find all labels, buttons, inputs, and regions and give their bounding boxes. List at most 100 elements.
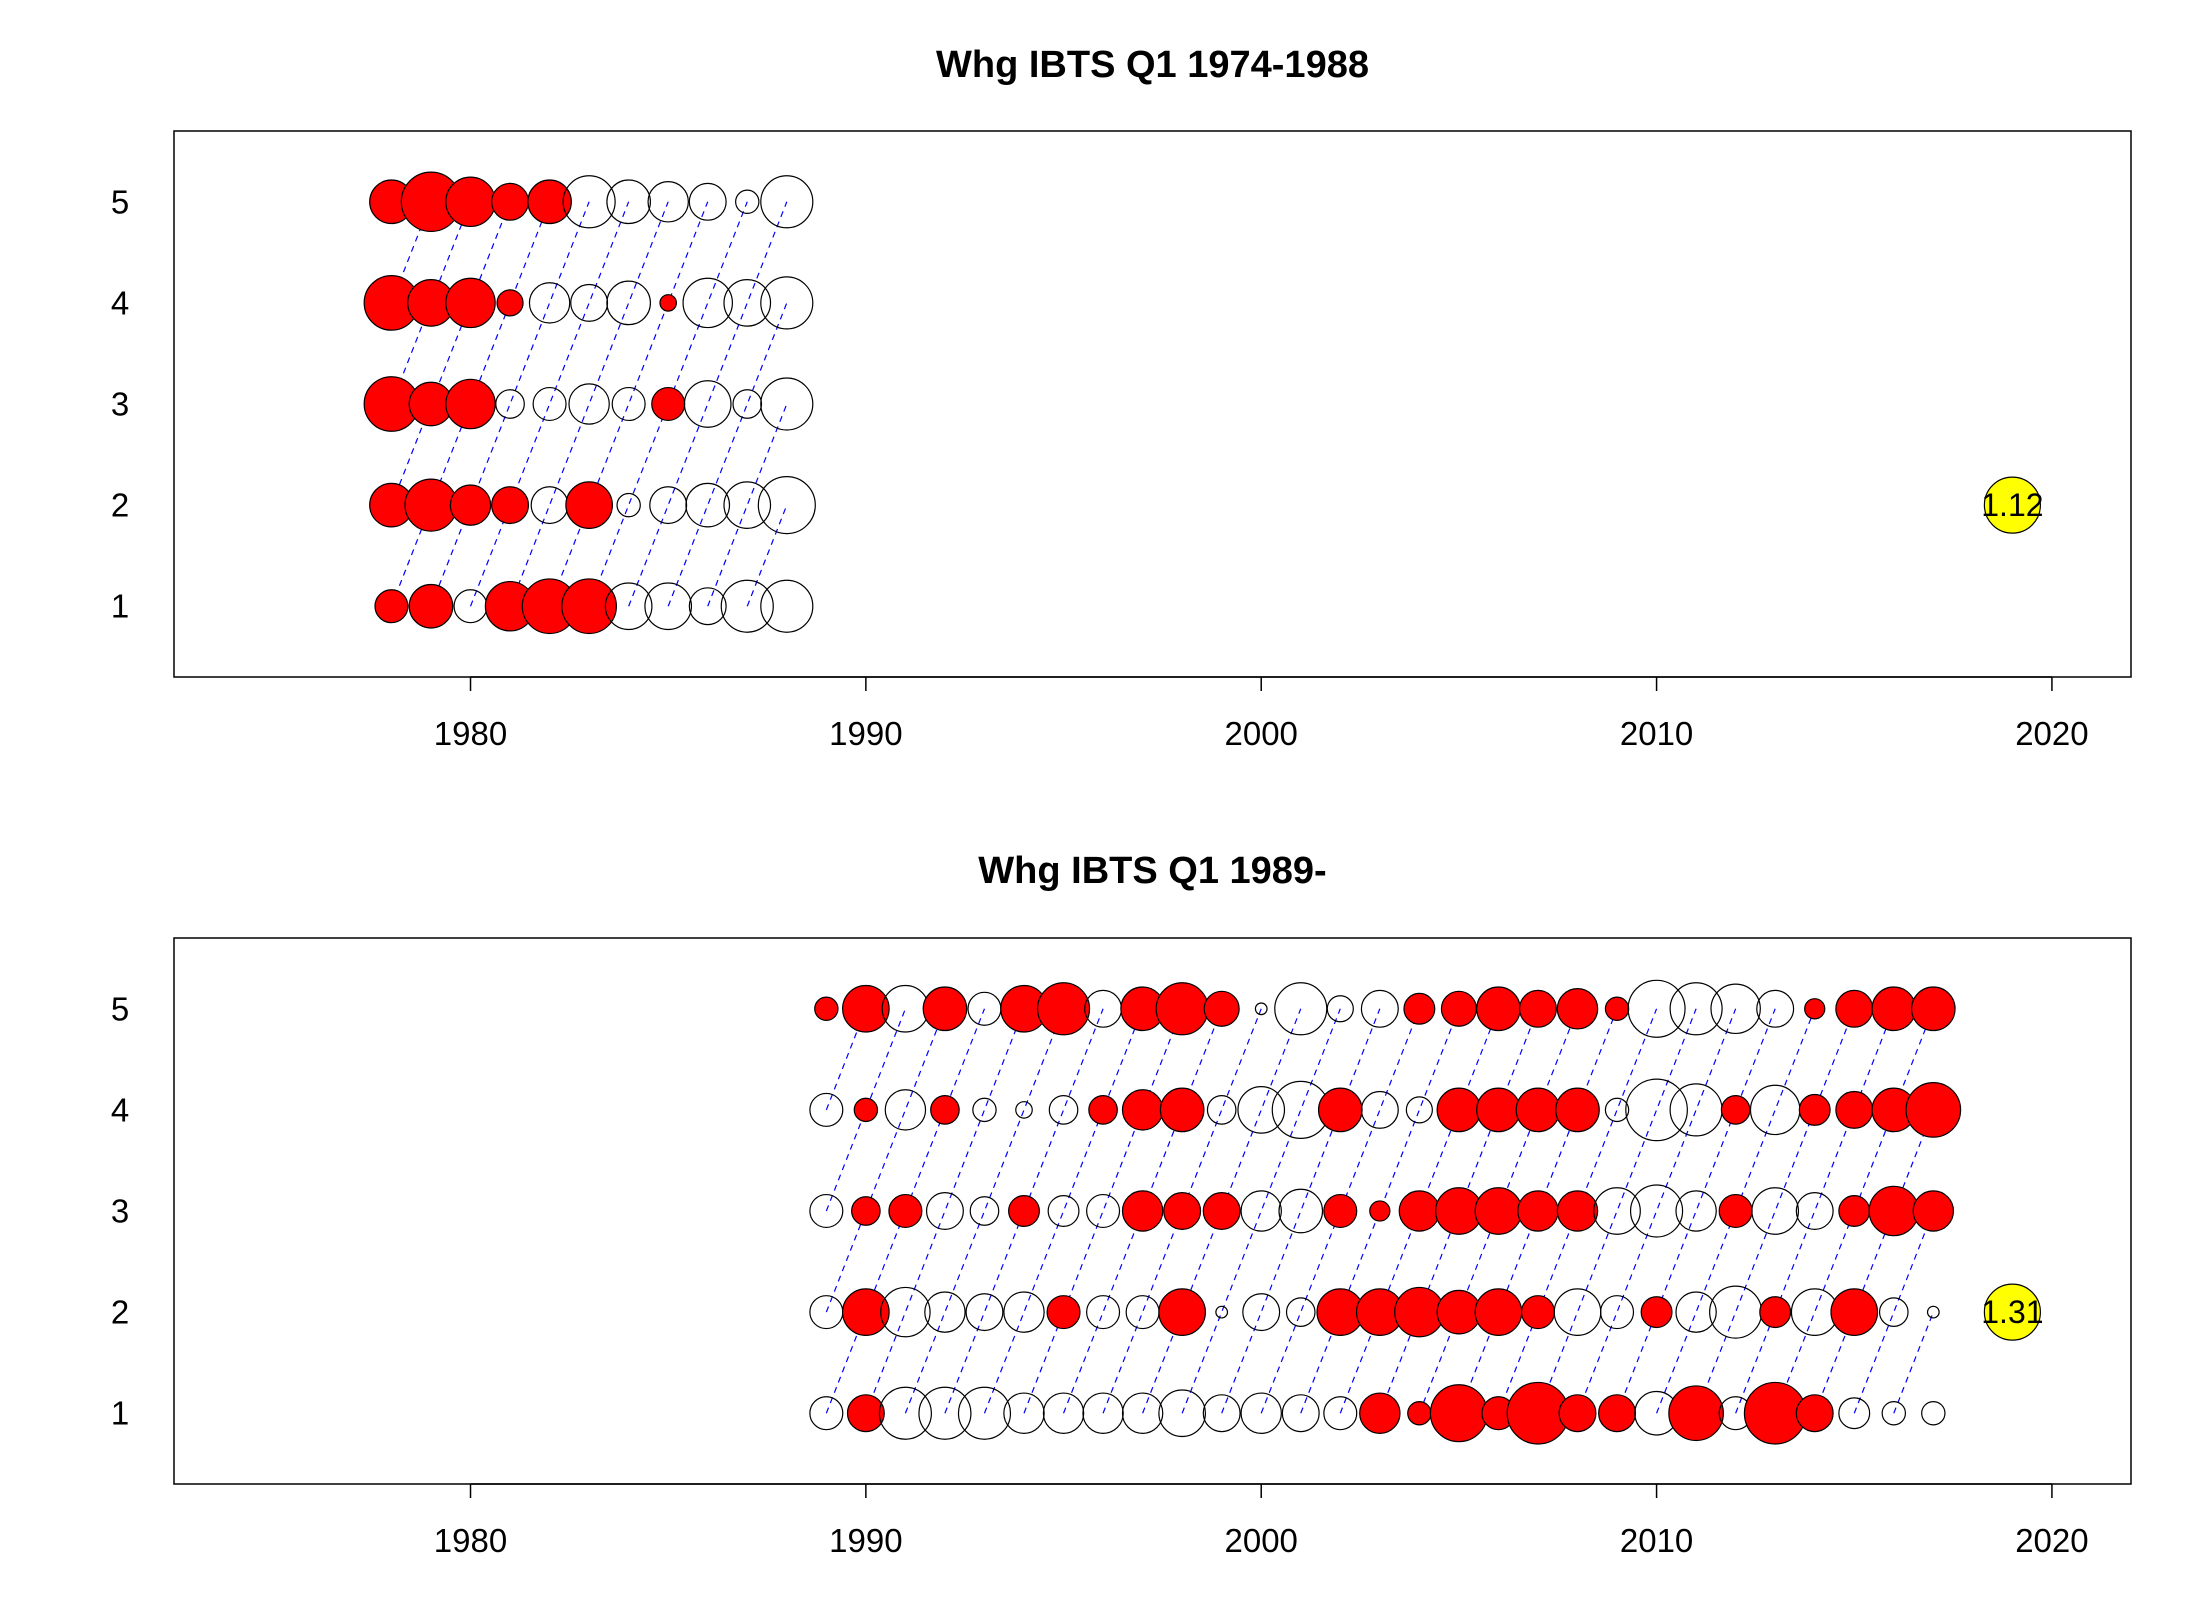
bubble-negative xyxy=(1240,1190,1282,1232)
cohort-line xyxy=(1853,1210,1934,1414)
bubble-negative xyxy=(965,1293,1004,1332)
bubble-negative xyxy=(924,1291,966,1333)
bubble-negative xyxy=(1003,1291,1045,1333)
highlight-bubble xyxy=(1983,1283,2041,1341)
bubble-negative xyxy=(604,582,653,631)
chart-title: Whg IBTS Q1 1989- xyxy=(978,850,1326,892)
bubble-positive xyxy=(846,1394,885,1433)
bubble-negative xyxy=(925,1192,964,1230)
bubble-negative xyxy=(723,279,772,327)
bubble-positive xyxy=(445,277,496,329)
bubble-positive xyxy=(1088,1095,1118,1125)
bubble-positive xyxy=(404,478,458,532)
bubble-negative xyxy=(760,276,814,330)
bubble-negative xyxy=(1756,989,1795,1028)
bubble-negative xyxy=(647,181,689,223)
bubble-negative xyxy=(1675,1291,1717,1333)
bubble-negative xyxy=(682,277,733,329)
bubble-positive xyxy=(1556,988,1599,1030)
bubble-positive xyxy=(1912,1190,1955,1232)
bubble-negative xyxy=(1086,1193,1121,1229)
bubble-positive xyxy=(1202,1192,1241,1230)
x-tick-label: 1990 xyxy=(829,1522,902,1559)
bubble-negative xyxy=(1553,1288,1602,1336)
bubble-negative xyxy=(809,1092,844,1127)
bubble-positive xyxy=(1604,996,1630,1022)
bubble-negative xyxy=(878,1386,933,1440)
bubble-negative xyxy=(1710,983,1761,1035)
y-tick-label: 4 xyxy=(111,1091,129,1128)
bubble-positive xyxy=(1798,1093,1831,1126)
y-tick-label: 5 xyxy=(111,990,129,1027)
cohort-line xyxy=(746,504,788,607)
bubble-positive xyxy=(1668,1385,1724,1442)
bubble-negative xyxy=(1593,1187,1641,1235)
bubble-negative xyxy=(1158,1389,1207,1438)
bubble-positive xyxy=(1910,986,1956,1032)
bubble-negative xyxy=(1215,1305,1229,1319)
bubble-negative xyxy=(530,486,569,525)
bubble-positive xyxy=(1317,1087,1363,1133)
x-tick-label: 2000 xyxy=(1225,1522,1298,1559)
y-tick-label: 5 xyxy=(111,183,129,220)
bubble-negative xyxy=(1795,1192,1834,1230)
bubble-positive xyxy=(1323,1193,1358,1229)
bubble-negative xyxy=(809,1193,844,1229)
bubble-positive xyxy=(888,1193,923,1229)
highlight-value-label: 1.12 xyxy=(1981,487,2043,523)
bubble-negative xyxy=(528,282,571,324)
bubble-positive xyxy=(1121,1190,1164,1232)
bubble-positive xyxy=(1474,1288,1523,1336)
bubble-positive xyxy=(659,294,678,312)
x-tick-label: 2020 xyxy=(2015,715,2088,752)
cohort-line xyxy=(707,403,788,607)
bubble-positive xyxy=(1436,1087,1482,1133)
bubble-positive xyxy=(1515,1087,1561,1133)
bubble-negative xyxy=(1048,1095,1079,1125)
y-tick-label: 2 xyxy=(111,487,129,524)
bubble-positive xyxy=(491,486,530,525)
bubble-positive xyxy=(445,176,496,228)
bubble-positive xyxy=(1155,982,1209,1036)
bubble-positive xyxy=(1558,1394,1597,1433)
bubble-positive xyxy=(408,583,454,629)
cohort-line xyxy=(509,201,669,607)
x-tick-label: 2020 xyxy=(2015,1522,2088,1559)
bubble-negative xyxy=(1921,1400,1946,1426)
bubble-positive xyxy=(1718,1193,1753,1229)
bubble-positive xyxy=(1163,1192,1202,1230)
bubble-negative xyxy=(880,1286,931,1338)
y-tick-label: 2 xyxy=(111,1294,129,1331)
bubble-negative xyxy=(967,991,1002,1026)
bubble-negative xyxy=(1838,1397,1871,1430)
bubble-negative xyxy=(1926,1305,1940,1319)
bubble-negative xyxy=(570,283,609,322)
bubble-negative xyxy=(606,179,652,225)
bubble-negative xyxy=(1086,1295,1121,1330)
cohort-line xyxy=(825,1008,906,1212)
x-tick-label: 2010 xyxy=(1620,1522,1693,1559)
bubble-positive xyxy=(1598,1394,1637,1433)
bubble-positive xyxy=(1795,1394,1834,1433)
bubble-negative xyxy=(1669,982,1723,1036)
bubble-positive xyxy=(814,996,839,1022)
bubble-positive xyxy=(1121,1089,1164,1131)
bubble-negative xyxy=(757,476,816,535)
bubble-positive xyxy=(1520,1295,1556,1330)
bubble-negative xyxy=(1121,1392,1164,1434)
bubble-negative xyxy=(688,587,727,626)
bubble-positive xyxy=(1429,1384,1488,1443)
bubble-positive xyxy=(374,589,409,624)
bubble-negative xyxy=(1281,1394,1320,1433)
bubble-negative xyxy=(1125,1295,1160,1330)
bubble-negative xyxy=(1629,1184,1684,1238)
bubble-positive xyxy=(527,179,572,225)
bubble-negative xyxy=(683,380,732,428)
bubble-positive xyxy=(1036,982,1091,1036)
x-tick-label: 2000 xyxy=(1225,715,1298,752)
bubble-positive xyxy=(1369,1200,1391,1222)
bubble-negative xyxy=(1202,1394,1241,1433)
bubble-positive xyxy=(842,984,890,1033)
bubble-positive xyxy=(1159,1087,1205,1133)
y-tick-label: 3 xyxy=(111,1193,129,1230)
